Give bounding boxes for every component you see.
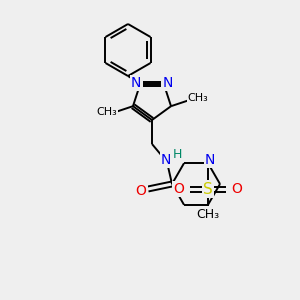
Text: S: S [203,182,213,197]
Text: O: O [232,182,242,196]
Text: N: N [161,153,171,167]
Text: N: N [205,153,215,167]
Text: O: O [174,182,184,196]
Text: N: N [163,76,173,90]
Text: N: N [131,76,141,90]
Text: H: H [172,148,182,160]
Text: CH₃: CH₃ [196,208,220,221]
Text: CH₃: CH₃ [188,93,208,103]
Text: O: O [136,184,146,198]
Text: CH₃: CH₃ [97,107,117,117]
